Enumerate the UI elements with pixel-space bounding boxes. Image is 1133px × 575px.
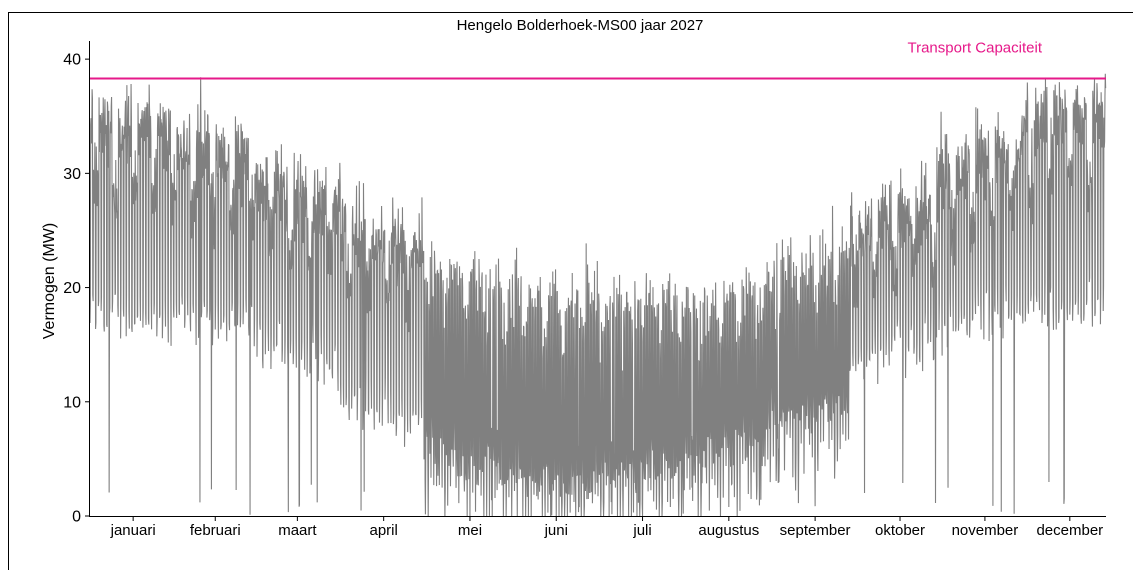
x-tick-label-februari: februari: [190, 522, 241, 539]
x-tick-label-mei: mei: [458, 522, 482, 539]
reference-layer: Transport Capaciteit: [90, 40, 1106, 80]
x-tick-label-september: september: [780, 522, 851, 539]
y-tick-layer: 0 10 20 30 40: [63, 52, 90, 526]
x-tick-label-juni: juni: [544, 522, 568, 539]
x-tick-label-december: december: [1036, 522, 1103, 539]
chart-title: Hengelo Bolderhoek-MS00 jaar 2027: [457, 17, 704, 34]
x-tick-layer: januari februari maart april mei juni juli augu…: [110, 516, 1103, 539]
x-tick-label-juli: juli: [632, 522, 651, 539]
series-line-vermogen: [89, 73, 1107, 517]
x-tick-label-maart: maart: [278, 522, 317, 539]
x-tick-label-oktober: oktober: [875, 522, 925, 539]
x-tick-label-januari: januari: [110, 522, 156, 539]
y-tick-label: 20: [63, 280, 81, 297]
x-tick-label-november: november: [952, 522, 1019, 539]
x-tick-label-augustus: augustus: [698, 522, 759, 539]
y-tick-label: 40: [63, 52, 81, 69]
y-axis-label: Vermogen (MW): [41, 223, 58, 339]
y-tick-label: 0: [72, 509, 81, 526]
y-tick-label: 10: [63, 394, 81, 411]
axes-layer: [89, 41, 1106, 517]
series-layer: [89, 73, 1107, 517]
reference-line-label: Transport Capaciteit: [907, 40, 1042, 57]
x-tick-label-april: april: [369, 522, 397, 539]
y-tick-label: 30: [63, 166, 81, 183]
